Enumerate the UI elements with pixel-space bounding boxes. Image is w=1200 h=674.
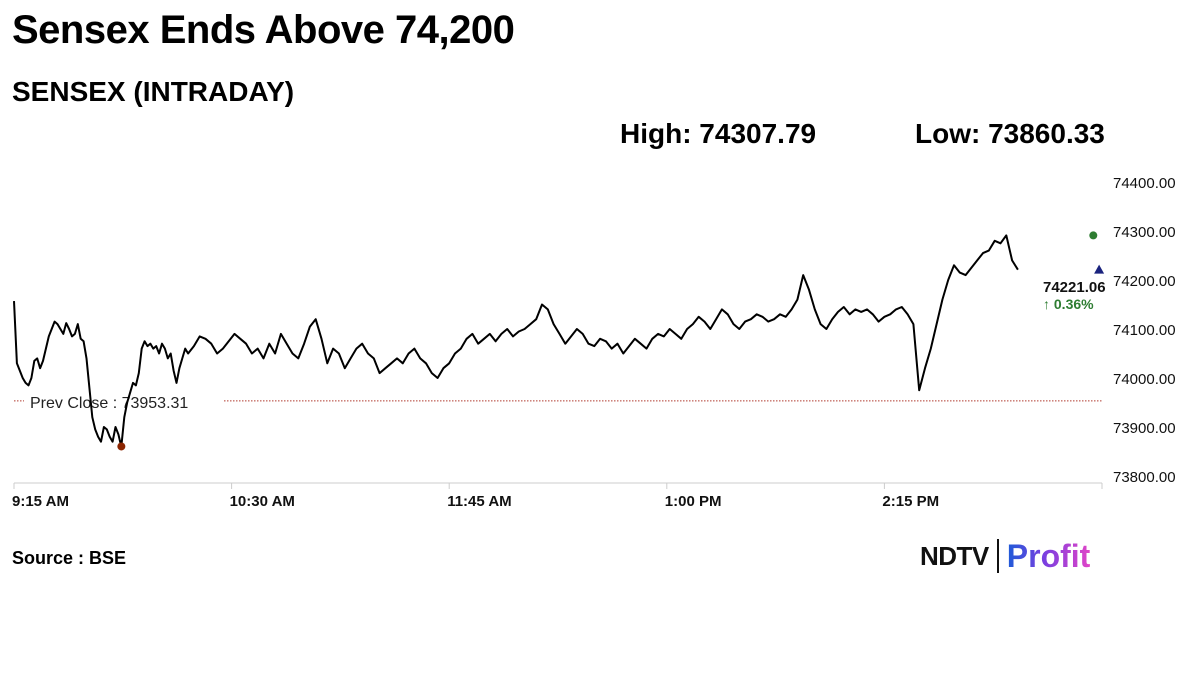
sensex-price-line bbox=[13, 234, 1019, 448]
y-tick-label: 73900.00 bbox=[1113, 420, 1176, 437]
chart-subtitle: SENSEX (INTRADAY) bbox=[12, 76, 295, 107]
x-tick-label: 10:30 AM bbox=[230, 493, 295, 510]
day-high-label: High: 74307.79 bbox=[620, 118, 817, 149]
logo-profit-text: Profit bbox=[1006, 537, 1091, 574]
x-tick-label: 1:00 PM bbox=[665, 493, 722, 510]
day-low-label: Low: 73860.33 bbox=[915, 118, 1105, 149]
logo-divider bbox=[996, 539, 999, 573]
x-tick-label: 9:15 AM bbox=[12, 493, 69, 510]
x-tick-label: 11:45 AM bbox=[447, 493, 511, 510]
prev-close-label-bg bbox=[24, 389, 224, 412]
last-price-label: 74221.06 bbox=[1043, 279, 1106, 296]
intraday-line-chart: 9:15 AM 10:30 AM 11:45 AM 1:00 PM 2:15 PM 744… bbox=[12, 175, 1176, 510]
prev-close-label: Prev Close : 73953.31 bbox=[30, 395, 188, 412]
y-tick-label: 74300.00 bbox=[1113, 224, 1176, 241]
day-high-marker bbox=[1089, 231, 1098, 240]
last-price-marker bbox=[1094, 264, 1105, 274]
y-tick-label: 74000.00 bbox=[1113, 371, 1176, 388]
headline: Sensex Ends Above 74,200 bbox=[12, 8, 515, 52]
logo-ndtv-text: NDTV bbox=[920, 540, 989, 571]
change-percent-label: ↑ 0.36% bbox=[1043, 296, 1094, 312]
x-tick-label: 2:15 PM bbox=[882, 493, 939, 510]
ndtv-profit-logo: NDTV Profit bbox=[920, 536, 1090, 576]
y-tick-label: 74200.00 bbox=[1113, 273, 1176, 290]
y-tick-label: 74400.00 bbox=[1113, 175, 1176, 192]
y-tick-label: 74100.00 bbox=[1113, 322, 1176, 339]
source-label: Source : BSE bbox=[12, 548, 127, 568]
day-low-marker bbox=[117, 442, 126, 451]
y-tick-label: 73800.00 bbox=[1113, 469, 1176, 486]
